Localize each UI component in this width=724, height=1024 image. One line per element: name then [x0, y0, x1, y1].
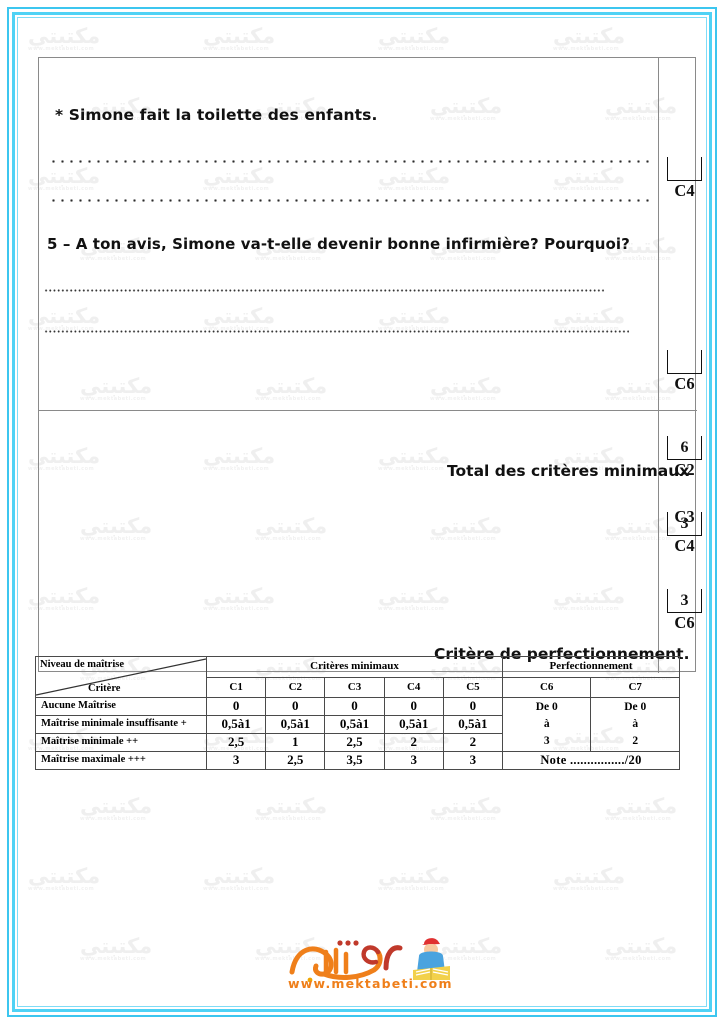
criteria-column-divider [658, 58, 659, 673]
note-field[interactable]: Note ................/20 [502, 750, 680, 770]
cell-0-3: 0 [383, 697, 444, 716]
column-header-c6: C6 [502, 676, 592, 698]
cell-2-0: 2,5 [205, 732, 267, 752]
question-5-text: 5 – A ton avis, Simone va-t-elle devenir… [47, 235, 630, 253]
criteria-score-c4[interactable] [667, 157, 702, 181]
row-label-3: Maîtrise maximale +++ [35, 750, 207, 770]
total-slot-c6[interactable]: 3 C6 [667, 589, 702, 632]
criteria-label-c4: C4 [674, 181, 695, 200]
exercise-sheet: * Simone fait la toilette des enfants. 5… [38, 57, 702, 673]
cell-0-1: 0 [265, 697, 326, 716]
criteria-label-c6: C6 [674, 374, 695, 393]
total-slot-c4[interactable]: 3 C4 [667, 512, 702, 555]
cell-2-4: 2 [442, 732, 504, 752]
corner-top-label: Niveau de maîtrise [40, 659, 124, 670]
column-header-c3: C3 [324, 676, 385, 698]
corner-bottom-label: Critère [88, 682, 121, 694]
column-header-c1: C1 [205, 676, 267, 698]
column-header-c4: C4 [383, 676, 444, 698]
table-group-header-row: Niveau de maîtrise Critère Critères mini… [35, 656, 680, 698]
cell-1-0: 0,5à1 [205, 714, 267, 734]
column-header-c7: C7 [590, 676, 680, 698]
total-label-c4: C4 [674, 536, 695, 555]
cell-0-0: 0 [205, 697, 267, 716]
total-label-c6: C6 [674, 613, 695, 632]
cell-1-3: 0,5à1 [383, 714, 444, 734]
table-row: Maîtrise minimale ++ 2,5 1 2,5 2 2 [35, 732, 680, 752]
column-header-c5: C5 [442, 676, 504, 698]
total-slot-c2[interactable]: 6 C2 [667, 436, 702, 479]
cell-2-2: 2,5 [324, 732, 385, 752]
answer-line[interactable] [44, 289, 604, 292]
site-logo[interactable]: www.mektabeti.com [274, 928, 454, 996]
answer-line[interactable] [49, 160, 649, 163]
cell-3-3: 3 [383, 750, 444, 770]
criteria-slot-c6[interactable]: C6 [667, 350, 702, 393]
cell-0-2: 0 [324, 697, 385, 716]
total-score-c4[interactable]: 3 [667, 512, 702, 536]
cell-2-1: 1 [265, 732, 326, 752]
cell-2-3: 2 [383, 732, 444, 752]
question-4-statement: * Simone fait la toilette des enfants. [55, 106, 378, 124]
section-divider-right [658, 410, 697, 411]
cell-3-2: 3,5 [324, 750, 385, 770]
criteria-score-c6[interactable] [667, 350, 702, 374]
total-score-c2[interactable]: 6 [667, 436, 702, 460]
logo-url-text: www.mektabeti.com [288, 976, 453, 991]
table-row: Maîtrise maximale +++ 3 2,5 3,5 3 3 Note… [35, 750, 680, 770]
total-score-c3[interactable] [667, 483, 702, 507]
section-divider [39, 410, 658, 411]
total-label-c3: C3 [674, 507, 695, 526]
row-label-0: Aucune Maîtrise [35, 697, 207, 716]
total-score-c6[interactable]: 3 [667, 589, 702, 613]
answer-line[interactable] [44, 330, 629, 333]
evaluation-table: Niveau de maîtrise Critère Critères mini… [35, 656, 680, 770]
cell-1-2: 0,5à1 [324, 714, 385, 734]
cell-1-1: 0,5à1 [265, 714, 326, 734]
diagonal-divider-icon [36, 658, 206, 696]
table-column-header-row: C1 C2 C3 C4 C5 C6 C7 [36, 676, 680, 698]
cell-1-4: 0,5à1 [442, 714, 504, 734]
total-label-c2: C2 [674, 460, 695, 479]
answer-line[interactable] [49, 199, 649, 202]
table-row: Maîtrise minimale insuffisante + 0,5à1 0… [35, 714, 680, 734]
mektabeti-logo-icon [289, 938, 450, 983]
total-minimal-criteria-label: Total des critères minimaux [447, 462, 690, 480]
cell-3-4: 3 [442, 750, 504, 770]
column-header-c2: C2 [265, 676, 326, 698]
cell-3-0: 3 [205, 750, 267, 770]
cell-0-4: 0 [442, 697, 504, 716]
group-header-minimal: Critères minimaux [205, 656, 504, 678]
row-label-1: Maîtrise minimale insuffisante + [35, 714, 207, 734]
corner-header-cell: Niveau de maîtrise Critère [35, 656, 207, 698]
cell-3-1: 2,5 [265, 750, 326, 770]
total-slot-c3[interactable]: C3 [667, 483, 702, 526]
criteria-slot-c4[interactable]: C4 [667, 157, 702, 200]
group-header-perfection: Perfectionnement [502, 656, 680, 678]
row-label-2: Maîtrise minimale ++ [35, 732, 207, 752]
